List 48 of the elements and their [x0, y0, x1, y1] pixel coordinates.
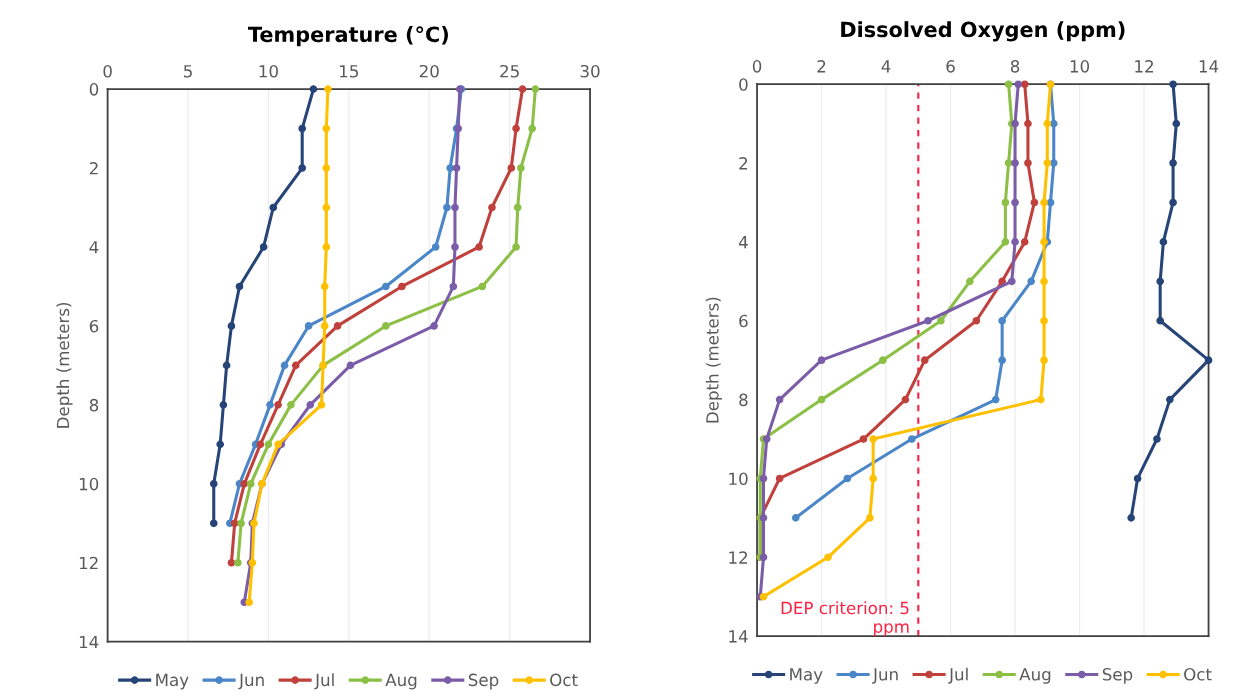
- x-tick-label: 12: [1135, 60, 1153, 73]
- x-tick-label: 25: [500, 64, 519, 78]
- legend-label: Jun: [238, 673, 264, 690]
- legend-label: Sep: [1102, 668, 1133, 684]
- chart-title: Dissolved Oxygen (ppm): [841, 21, 1125, 42]
- y-tick-label: 14: [79, 635, 99, 649]
- legend-label: Sep: [468, 673, 499, 690]
- y-tick-label: 12: [729, 551, 748, 564]
- x-tick-label: 10: [1070, 60, 1090, 73]
- y-tick-label: 4: [89, 241, 99, 254]
- legend-label: Oct: [1184, 668, 1212, 681]
- legend-label: Jul: [948, 667, 968, 684]
- y-axis-title: Depth (meters): [56, 302, 73, 428]
- x-tick-label: 4: [881, 60, 891, 73]
- y-tick-label: 4: [738, 236, 748, 249]
- y-tick-label: 6: [89, 319, 99, 333]
- y-tick-label: 8: [89, 398, 99, 412]
- chart-title: Temperature (°C): [248, 26, 448, 47]
- x-tick-label: 6: [946, 60, 955, 73]
- x-tick-label: 5: [184, 65, 192, 78]
- x-tick-label: 30: [580, 64, 600, 78]
- x-tick-label: 15: [340, 65, 358, 78]
- legend-label: Jun: [872, 668, 898, 684]
- y-tick-label: 10: [79, 477, 99, 491]
- legend-label: May: [790, 668, 823, 684]
- ref-line-label: DEP criterion: 5 ppm: [781, 601, 909, 637]
- legend-label: May: [156, 673, 189, 690]
- x-tick-label: 10: [259, 64, 278, 78]
- y-tick-label: 6: [739, 314, 748, 328]
- legend-label: Aug: [385, 673, 417, 690]
- y-tick-label: 12: [79, 556, 98, 570]
- y-tick-label: 8: [739, 393, 748, 407]
- x-tick-label: 0: [103, 64, 112, 78]
- x-tick-label: 2: [817, 60, 826, 73]
- x-tick-label: 20: [419, 64, 439, 78]
- x-tick-label: 8: [1010, 60, 1020, 73]
- x-tick-label: 14: [1199, 60, 1219, 73]
- y-axis-title: Depth (meters): [705, 297, 722, 423]
- legend-label: Aug: [1019, 668, 1051, 684]
- x-tick-label: 0: [752, 60, 762, 73]
- y-tick-label: 2: [739, 157, 748, 170]
- legend-label: Jul: [314, 673, 334, 690]
- y-tick-label: 2: [89, 162, 98, 175]
- y-tick-label: 14: [729, 630, 748, 643]
- y-tick-label: 0: [89, 83, 99, 96]
- y-tick-label: 0: [739, 78, 748, 91]
- legend-label: Oct: [550, 673, 578, 687]
- y-tick-label: 10: [729, 472, 748, 486]
